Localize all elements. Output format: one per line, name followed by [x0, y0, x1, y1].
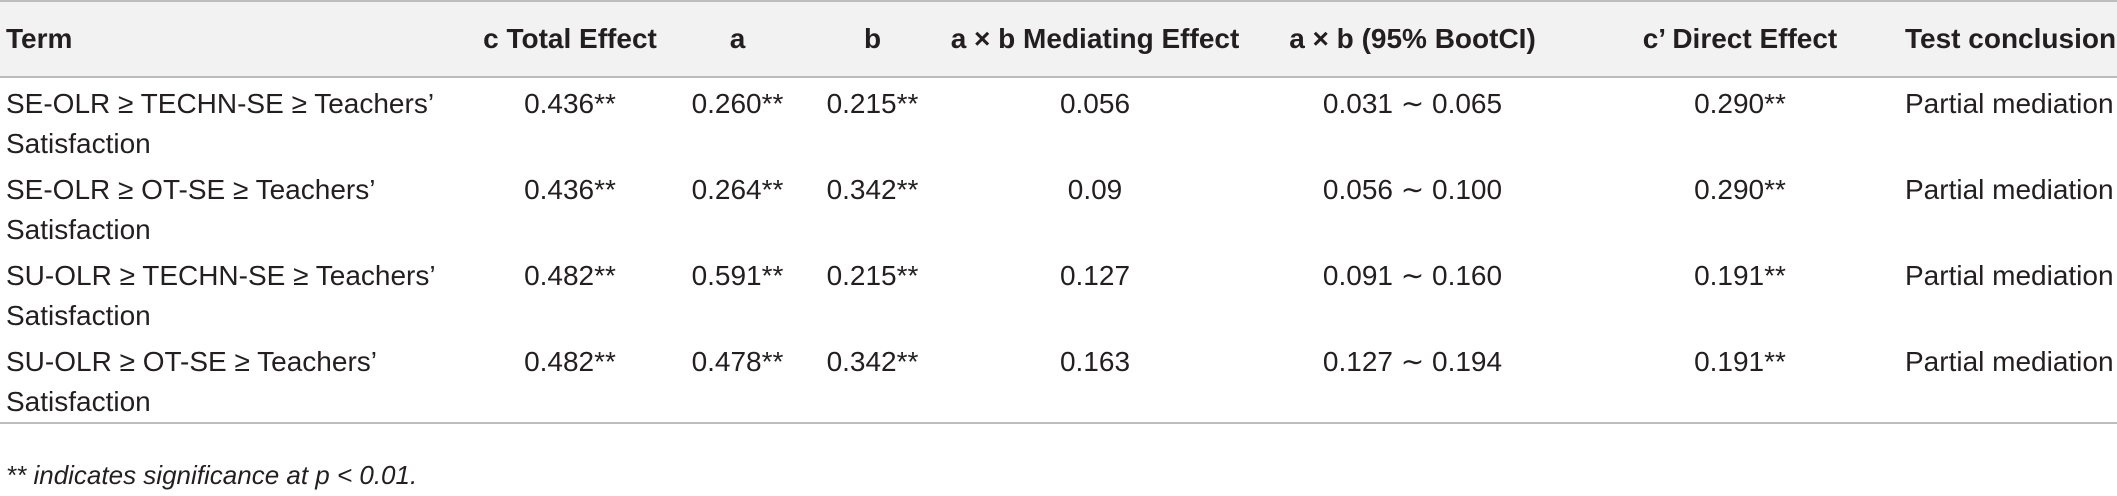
table-row: SU-OLR ≥ TECHN-SE ≥ Teachers’ Satisfacti… — [0, 250, 2117, 336]
test-conclusion-cell: Partial mediation — [1905, 174, 2114, 205]
term-cell: SE-OLR ≥ OT-SE ≥ Teachers’ Satisfaction — [6, 174, 375, 245]
b-cell: 0.215** — [826, 260, 919, 291]
term-cell: SU-OLR ≥ OT-SE ≥ Teachers’ Satisfaction — [0, 336, 470, 424]
test-conclusion-cell: Partial mediation — [1905, 260, 2114, 291]
table-row: SU-OLR ≥ OT-SE ≥ Teachers’ Satisfaction … — [0, 336, 2117, 424]
header-row: Term c Total Effect a b a × b Mediating … — [0, 0, 2117, 78]
b-cell: 0.215** — [826, 88, 919, 119]
mediation-table-container: Term c Total Effect a b a × b Mediating … — [0, 0, 2117, 424]
test-conclusion-cell: Partial mediation — [1905, 88, 2114, 119]
a-cell: 0.264** — [691, 174, 784, 205]
table-row: SE-OLR ≥ OT-SE ≥ Teachers’ Satisfaction … — [0, 164, 2117, 250]
direct-effect-cell: 0.191** — [1575, 336, 1905, 424]
term-cell: SE-OLR ≥ TECHN-SE ≥ Teachers’ Satisfacti… — [6, 88, 433, 159]
column-header-bootci: a × b (95% BootCI) — [1250, 0, 1575, 78]
table-footnote: ** indicates significance at p < 0.01. — [6, 460, 418, 490]
bootci-cell: 0.056 ∼ 0.100 — [1322, 174, 1503, 205]
column-header-b: b — [805, 0, 940, 78]
direct-effect-cell: 0.290** — [1694, 174, 1786, 205]
direct-effect-cell: 0.191** — [1694, 260, 1786, 291]
column-header-term: Term — [0, 0, 470, 78]
mediating-effect-cell: 0.127 — [1059, 260, 1131, 291]
term-cell: SU-OLR ≥ TECHN-SE ≥ Teachers’ Satisfacti… — [6, 260, 435, 331]
a-cell: 0.591** — [691, 260, 784, 291]
direct-effect-cell: 0.290** — [1694, 88, 1786, 119]
mediating-effect-cell: 0.163 — [940, 336, 1250, 424]
column-header-c-total-effect: c Total Effect — [470, 0, 670, 78]
b-cell: 0.342** — [805, 336, 940, 424]
mediation-effect-table: Term c Total Effect a b a × b Mediating … — [0, 0, 2117, 424]
table-body: SE-OLR ≥ TECHN-SE ≥ Teachers’ Satisfacti… — [0, 77, 2117, 424]
c-total-effect-cell: 0.436** — [524, 88, 616, 119]
b-cell: 0.342** — [826, 174, 919, 205]
a-cell: 0.478** — [670, 336, 805, 424]
bootci-cell: 0.031 ∼ 0.065 — [1322, 88, 1503, 119]
mediating-effect-cell: 0.056 — [1059, 88, 1131, 119]
bootci-cell: 0.127 ∼ 0.194 — [1250, 336, 1575, 424]
mediating-effect-cell: 0.09 — [1067, 174, 1123, 205]
table-header: Term c Total Effect a b a × b Mediating … — [0, 0, 2117, 78]
test-conclusion-cell: Partial mediation — [1905, 336, 2117, 424]
column-header-mediating-effect: a × b Mediating Effect — [940, 0, 1250, 78]
bootci-cell: 0.091 ∼ 0.160 — [1322, 260, 1503, 291]
c-total-effect-cell: 0.436** — [524, 174, 616, 205]
c-total-effect-cell: 0.482** — [470, 336, 670, 424]
column-header-a: a — [670, 0, 805, 78]
c-total-effect-cell: 0.482** — [524, 260, 616, 291]
table-row: SE-OLR ≥ TECHN-SE ≥ Teachers’ Satisfacti… — [0, 77, 2117, 164]
column-header-test-conclusion: Test conclusion — [1905, 0, 2117, 78]
a-cell: 0.260** — [691, 88, 784, 119]
column-header-direct-effect: c’ Direct Effect — [1575, 0, 1905, 78]
